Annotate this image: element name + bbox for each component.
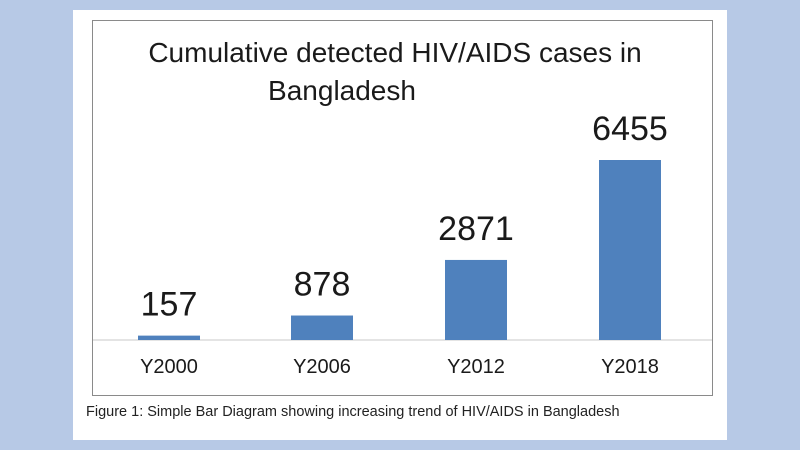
tick-label-y2018: Y2018 [601,356,659,378]
data-label-y2012: 2871 [438,210,514,248]
bar-y2018 [599,160,661,340]
bar-marks: 157 Y2000 878 Y2006 2871 Y2012 6455 Y2018 [138,110,668,378]
bar-y2000 [138,335,200,340]
figure-caption: Figure 1: Simple Bar Diagram showing inc… [86,404,620,420]
chart-title-line-2: Bangladesh [268,75,416,106]
data-label-y2018: 6455 [592,110,668,148]
tick-label-y2006: Y2006 [293,356,351,378]
data-label-y2006: 878 [294,266,351,304]
tick-label-y2000: Y2000 [140,356,198,378]
tick-label-y2012: Y2012 [447,356,505,378]
data-label-y2000: 157 [141,286,198,324]
bar-y2006 [291,315,353,340]
chart-title-line-1: Cumulative detected HIV/AIDS cases in [148,37,641,68]
bar-y2012 [445,259,507,340]
